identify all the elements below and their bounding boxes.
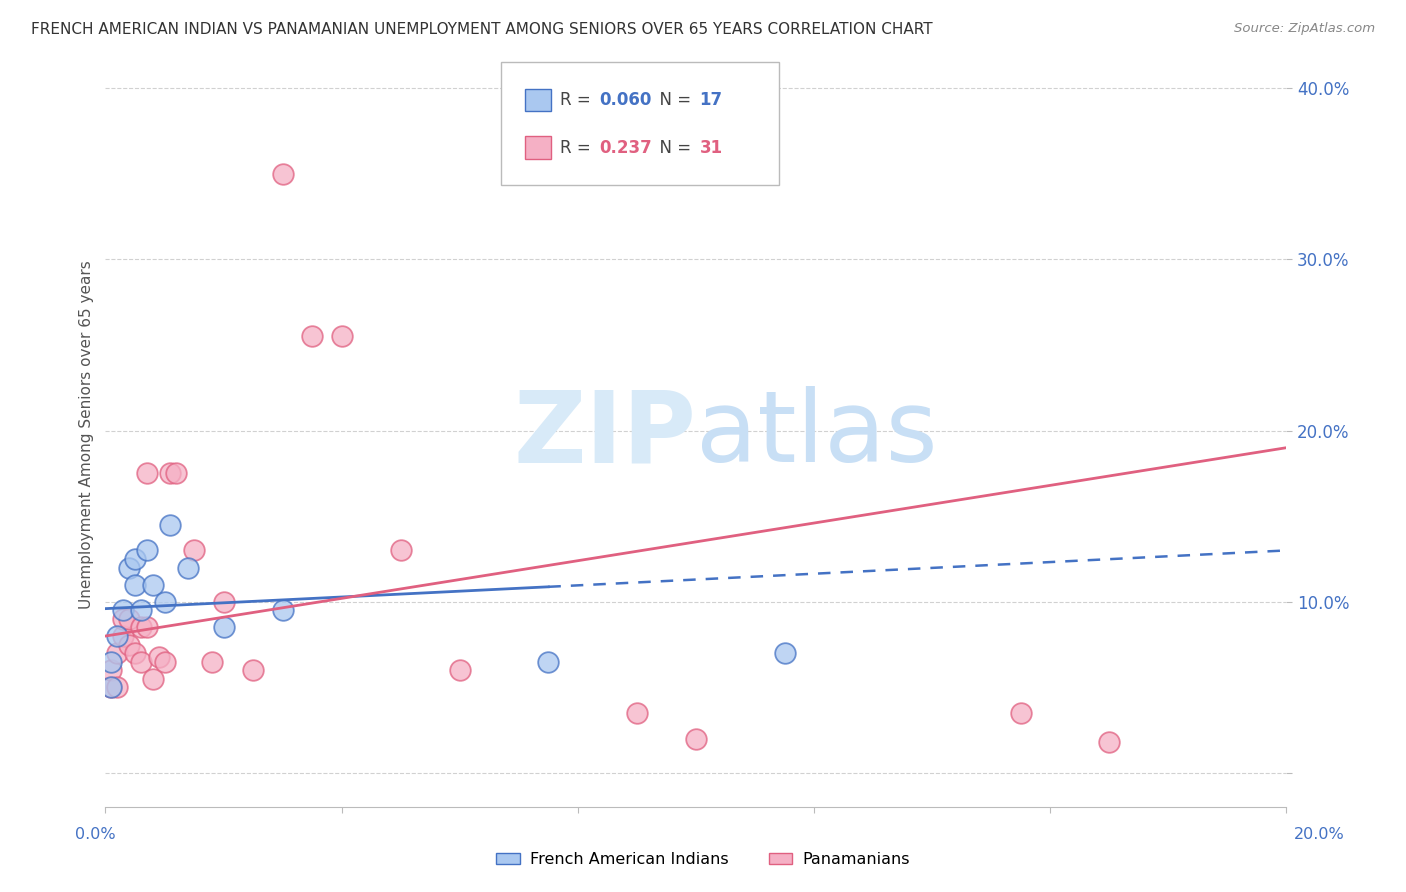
Text: N =: N = [648, 91, 696, 109]
Point [301, 329, 323, 343]
Text: 0.0%: 0.0% [76, 827, 115, 841]
Point [212, 595, 235, 609]
Text: 0.237: 0.237 [599, 138, 652, 157]
Point [626, 706, 648, 720]
Point [135, 543, 157, 558]
Point [118, 560, 141, 574]
Point [135, 620, 157, 634]
Text: 0.060: 0.060 [599, 91, 651, 109]
Point [449, 663, 471, 677]
Point [129, 620, 152, 634]
Text: R =: R = [560, 138, 596, 157]
Point [112, 612, 135, 626]
Point [129, 655, 152, 669]
Point [124, 552, 146, 566]
Point [685, 731, 707, 746]
Point [124, 577, 146, 591]
Point [142, 577, 165, 591]
Text: Source: ZipAtlas.com: Source: ZipAtlas.com [1234, 22, 1375, 36]
FancyBboxPatch shape [501, 62, 779, 186]
Point [271, 167, 294, 181]
Text: 31: 31 [700, 138, 723, 157]
Point [105, 646, 128, 660]
Point [389, 543, 412, 558]
Text: FRENCH AMERICAN INDIAN VS PANAMANIAN UNEMPLOYMENT AMONG SENIORS OVER 65 YEARS CO: FRENCH AMERICAN INDIAN VS PANAMANIAN UNE… [31, 22, 932, 37]
Point [105, 681, 128, 695]
Point [118, 612, 141, 626]
Text: ZIP: ZIP [513, 386, 696, 483]
Point [773, 646, 796, 660]
Point [100, 663, 122, 677]
Point [129, 603, 152, 617]
Text: R =: R = [560, 91, 596, 109]
Point [100, 681, 122, 695]
Point [159, 467, 181, 481]
Point [100, 655, 122, 669]
Point [148, 649, 170, 664]
Point [124, 646, 146, 660]
Point [159, 517, 181, 532]
Point [153, 595, 176, 609]
Point [105, 629, 128, 643]
FancyBboxPatch shape [524, 136, 551, 159]
Point [135, 467, 157, 481]
FancyBboxPatch shape [524, 89, 551, 112]
Point [1010, 706, 1032, 720]
Y-axis label: Unemployment Among Seniors over 65 years: Unemployment Among Seniors over 65 years [79, 260, 94, 609]
Point [330, 329, 353, 343]
Point [177, 560, 200, 574]
Point [100, 681, 122, 695]
Text: atlas: atlas [696, 386, 938, 483]
Point [118, 638, 141, 652]
Text: N =: N = [648, 138, 696, 157]
Legend: French American Indians, Panamanians: French American Indians, Panamanians [491, 846, 915, 873]
Point [201, 655, 224, 669]
Point [271, 603, 294, 617]
Point [212, 620, 235, 634]
Point [183, 543, 205, 558]
Point [153, 655, 176, 669]
Text: 20.0%: 20.0% [1294, 827, 1344, 841]
Point [165, 467, 187, 481]
Point [1098, 735, 1121, 749]
Text: 17: 17 [700, 91, 723, 109]
Point [142, 672, 165, 686]
Point [112, 629, 135, 643]
Point [537, 655, 560, 669]
Point [242, 663, 264, 677]
Point [112, 603, 135, 617]
